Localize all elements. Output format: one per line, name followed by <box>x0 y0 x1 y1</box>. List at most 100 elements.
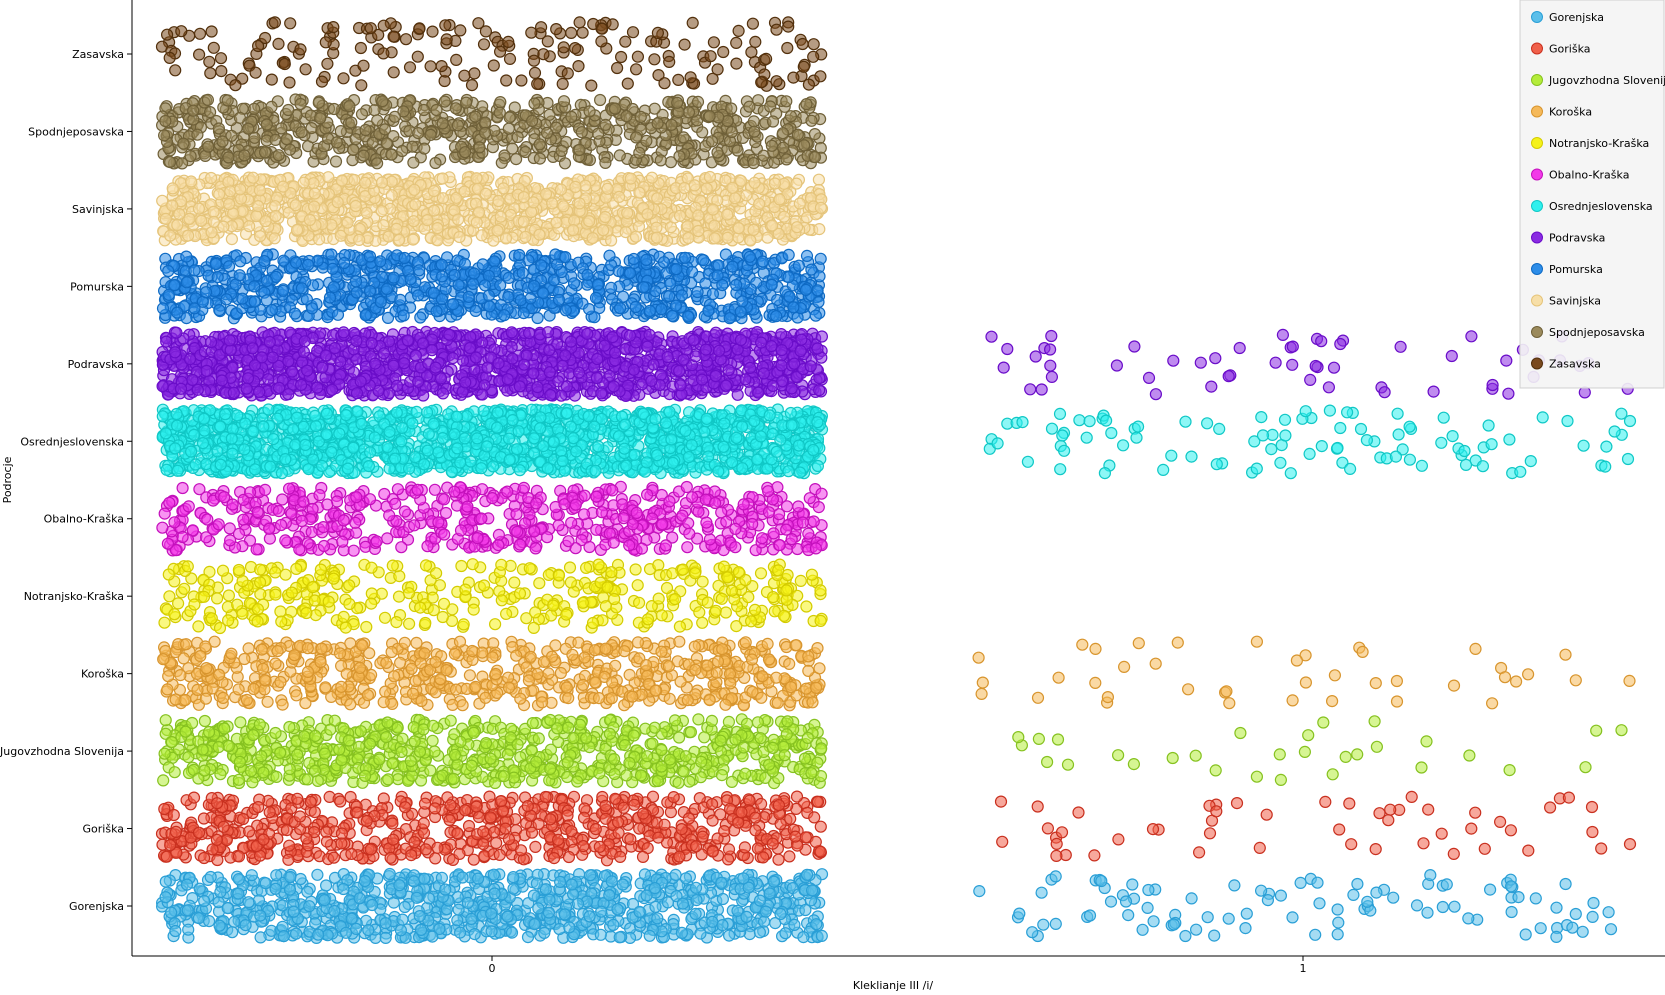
data-point <box>740 910 753 924</box>
data-point <box>565 825 578 838</box>
data-point <box>238 652 251 666</box>
data-point <box>436 610 449 624</box>
data-point <box>1550 901 1563 914</box>
data-point <box>666 567 679 580</box>
data-point <box>547 851 561 865</box>
data-point <box>1117 660 1131 674</box>
data-point <box>716 892 730 906</box>
data-point <box>571 775 584 788</box>
data-point <box>213 668 226 681</box>
data-point <box>317 520 330 534</box>
data-point <box>429 852 442 865</box>
data-point <box>605 566 618 579</box>
data-point <box>994 795 1008 808</box>
data-point <box>263 522 276 535</box>
data-point <box>542 667 555 680</box>
data-point <box>430 567 443 580</box>
data-point <box>1189 749 1202 762</box>
series-osrednjeslovenska <box>156 403 1637 480</box>
data-point <box>578 489 591 502</box>
data-point <box>513 587 527 600</box>
data-point <box>1319 795 1332 809</box>
data-point <box>576 596 590 609</box>
data-point <box>172 597 185 610</box>
data-point <box>290 927 303 940</box>
data-point <box>1602 906 1615 919</box>
data-point <box>502 671 515 684</box>
data-point <box>315 642 328 655</box>
data-point <box>411 483 424 496</box>
data-point <box>251 615 264 628</box>
data-point <box>671 655 684 668</box>
data-point <box>308 805 321 819</box>
data-point <box>231 598 244 611</box>
data-point <box>560 608 573 621</box>
data-point <box>211 853 224 867</box>
data-point <box>309 729 322 743</box>
data-point <box>811 795 825 808</box>
data-point <box>720 515 733 528</box>
data-point <box>561 809 574 822</box>
data-point <box>333 743 346 756</box>
data-point <box>298 730 311 743</box>
data-point <box>254 931 267 944</box>
data-point <box>182 750 195 764</box>
data-point <box>629 563 642 576</box>
data-point <box>1331 928 1344 941</box>
data-point <box>755 691 768 704</box>
data-point <box>404 754 417 768</box>
data-point <box>705 798 719 811</box>
series-gorenjska <box>156 867 1618 945</box>
data-point <box>722 929 736 942</box>
data-point <box>245 869 258 882</box>
data-point <box>1328 669 1342 682</box>
data-point <box>778 749 791 762</box>
data-point <box>543 893 556 906</box>
data-point <box>721 571 734 584</box>
data-point <box>484 811 497 824</box>
data-point <box>783 850 796 863</box>
data-point <box>217 691 230 705</box>
data-point <box>542 906 556 919</box>
data-point <box>257 766 270 779</box>
data-point <box>1302 729 1315 742</box>
data-point <box>648 721 661 734</box>
data-point <box>156 521 169 534</box>
data-point <box>1234 726 1247 740</box>
data-point <box>562 721 575 734</box>
data-point <box>725 584 739 597</box>
data-point <box>620 769 633 782</box>
data-point <box>744 615 758 628</box>
data-point <box>463 669 476 682</box>
data-point <box>270 869 283 882</box>
data-point <box>790 639 803 652</box>
data-point <box>242 642 255 655</box>
data-point <box>560 681 573 694</box>
data-point <box>269 657 282 670</box>
data-point <box>599 799 612 812</box>
data-point <box>225 647 238 660</box>
data-point <box>1604 923 1618 936</box>
data-point <box>431 841 444 854</box>
data-point <box>814 820 827 833</box>
data-point <box>523 562 536 575</box>
data-point <box>380 656 393 670</box>
data-point <box>233 755 246 769</box>
data-point <box>616 498 629 511</box>
data-point <box>803 492 816 505</box>
data-point <box>1424 868 1437 882</box>
data-point <box>252 800 265 814</box>
data-point <box>448 485 461 498</box>
data-point <box>1309 928 1322 941</box>
data-point <box>451 826 464 840</box>
data-point <box>716 643 729 656</box>
data-point <box>973 884 986 898</box>
data-point <box>317 539 331 553</box>
data-point <box>1192 846 1206 859</box>
data-point <box>563 921 576 934</box>
data-point <box>688 567 702 580</box>
data-point <box>706 814 719 827</box>
data-point <box>344 790 357 804</box>
data-point <box>722 715 736 729</box>
data-point <box>510 649 523 662</box>
